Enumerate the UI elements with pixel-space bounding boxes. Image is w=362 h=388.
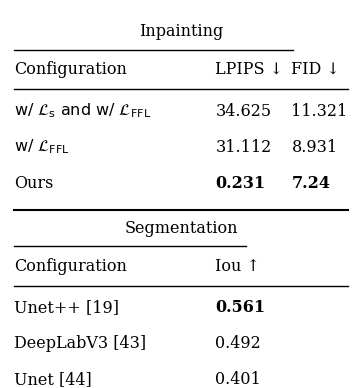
Text: LPIPS ↓: LPIPS ↓ <box>215 61 283 78</box>
Text: Iou ↑: Iou ↑ <box>215 258 260 275</box>
Text: w/ $\mathcal{L}_{\rm FFL}$: w/ $\mathcal{L}_{\rm FFL}$ <box>14 138 70 156</box>
Text: Unet [44]: Unet [44] <box>14 371 92 388</box>
Text: Configuration: Configuration <box>14 61 127 78</box>
Text: Inpainting: Inpainting <box>139 23 223 40</box>
Text: 8.931: 8.931 <box>291 139 337 156</box>
Text: Configuration: Configuration <box>14 258 127 275</box>
Text: Unet++ [19]: Unet++ [19] <box>14 299 119 316</box>
Text: 11.321: 11.321 <box>291 102 348 120</box>
Text: Segmentation: Segmentation <box>124 220 238 237</box>
Text: 0.561: 0.561 <box>215 299 265 316</box>
Text: 31.112: 31.112 <box>215 139 272 156</box>
Text: 34.625: 34.625 <box>215 102 272 120</box>
Text: 0.401: 0.401 <box>215 371 261 388</box>
Text: Ours: Ours <box>14 175 54 192</box>
Text: w/ $\mathcal{L}_{\rm s}$ and w/ $\mathcal{L}_{\rm FFL}$: w/ $\mathcal{L}_{\rm s}$ and w/ $\mathca… <box>14 102 152 120</box>
Text: FID ↓: FID ↓ <box>291 61 340 78</box>
Text: 0.492: 0.492 <box>215 335 261 352</box>
Text: 7.24: 7.24 <box>291 175 331 192</box>
Text: 0.231: 0.231 <box>215 175 265 192</box>
Text: DeepLabV3 [43]: DeepLabV3 [43] <box>14 335 147 352</box>
